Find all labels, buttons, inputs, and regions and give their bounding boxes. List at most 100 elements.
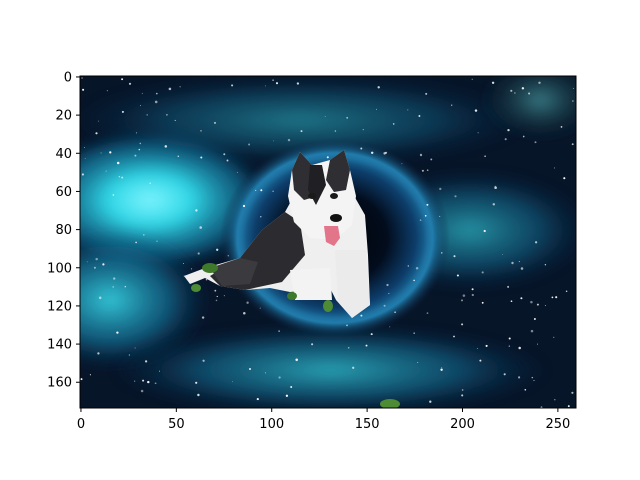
x-axis: 0 50 100 150 200 250 [77, 408, 570, 432]
star [112, 194, 115, 196]
star [202, 359, 205, 362]
star [407, 109, 409, 111]
star [481, 301, 484, 304]
star [102, 263, 105, 266]
star [118, 175, 121, 178]
star [134, 154, 137, 157]
y-tick-label: 120 [47, 299, 72, 314]
star [394, 311, 396, 314]
star [483, 229, 486, 233]
husky-puppy [184, 150, 400, 408]
star [451, 104, 453, 106]
star [142, 234, 145, 236]
star [429, 400, 432, 403]
star [360, 314, 363, 317]
star [264, 85, 266, 87]
star [285, 394, 289, 397]
star [290, 386, 293, 388]
star [492, 203, 496, 206]
star [97, 120, 99, 122]
star [97, 352, 100, 355]
star [146, 114, 148, 116]
star [439, 187, 442, 191]
star [112, 286, 114, 288]
star [93, 266, 96, 269]
star [200, 130, 202, 132]
star [551, 296, 554, 299]
star [347, 347, 350, 349]
star [383, 304, 386, 307]
star [197, 252, 200, 255]
star [177, 155, 180, 158]
star [80, 378, 83, 381]
star [518, 261, 520, 263]
y-tick-label: 20 [55, 109, 72, 124]
nebula-band-top [80, 76, 530, 165]
star [86, 261, 88, 263]
star [454, 195, 457, 198]
star [155, 92, 158, 95]
star [149, 182, 152, 185]
star [273, 140, 275, 142]
star [530, 300, 533, 304]
star [242, 204, 246, 208]
star [82, 88, 85, 91]
y-tick-label: 60 [55, 185, 72, 200]
star [522, 135, 525, 138]
star [474, 109, 478, 112]
star [424, 214, 427, 217]
star [421, 169, 424, 172]
star [216, 248, 219, 251]
x-tick-label: 150 [355, 417, 380, 432]
star [100, 152, 102, 154]
star [518, 376, 521, 379]
star [255, 189, 257, 191]
star [375, 108, 377, 110]
star [413, 332, 415, 334]
star [140, 389, 144, 393]
star [278, 330, 280, 332]
star [441, 252, 443, 254]
star [530, 329, 534, 333]
star [334, 130, 337, 132]
star [453, 255, 456, 258]
star [553, 167, 556, 169]
star [360, 147, 363, 150]
star [226, 159, 229, 162]
star [109, 151, 112, 154]
star [205, 278, 208, 281]
star [142, 379, 145, 382]
star [491, 81, 495, 85]
star [426, 169, 429, 171]
star [531, 376, 534, 379]
star [518, 346, 521, 350]
star [477, 347, 478, 349]
star [440, 368, 443, 371]
star [213, 121, 217, 124]
star [183, 262, 185, 264]
star [232, 381, 234, 383]
y-tick-label: 140 [47, 338, 72, 353]
star [555, 296, 558, 299]
star [553, 336, 555, 338]
star [565, 290, 568, 293]
star [278, 376, 281, 379]
star [544, 304, 546, 307]
star [144, 360, 148, 363]
star [216, 295, 218, 298]
star [481, 271, 484, 274]
star [386, 283, 389, 287]
star [272, 79, 274, 81]
star [418, 115, 421, 117]
star [201, 316, 205, 319]
star [507, 128, 510, 132]
star [453, 335, 455, 338]
star [413, 279, 415, 282]
star [534, 241, 538, 244]
star [116, 161, 120, 165]
star [164, 145, 168, 148]
star [503, 373, 506, 376]
star [227, 255, 229, 257]
x-tick-label: 200 [450, 417, 475, 432]
